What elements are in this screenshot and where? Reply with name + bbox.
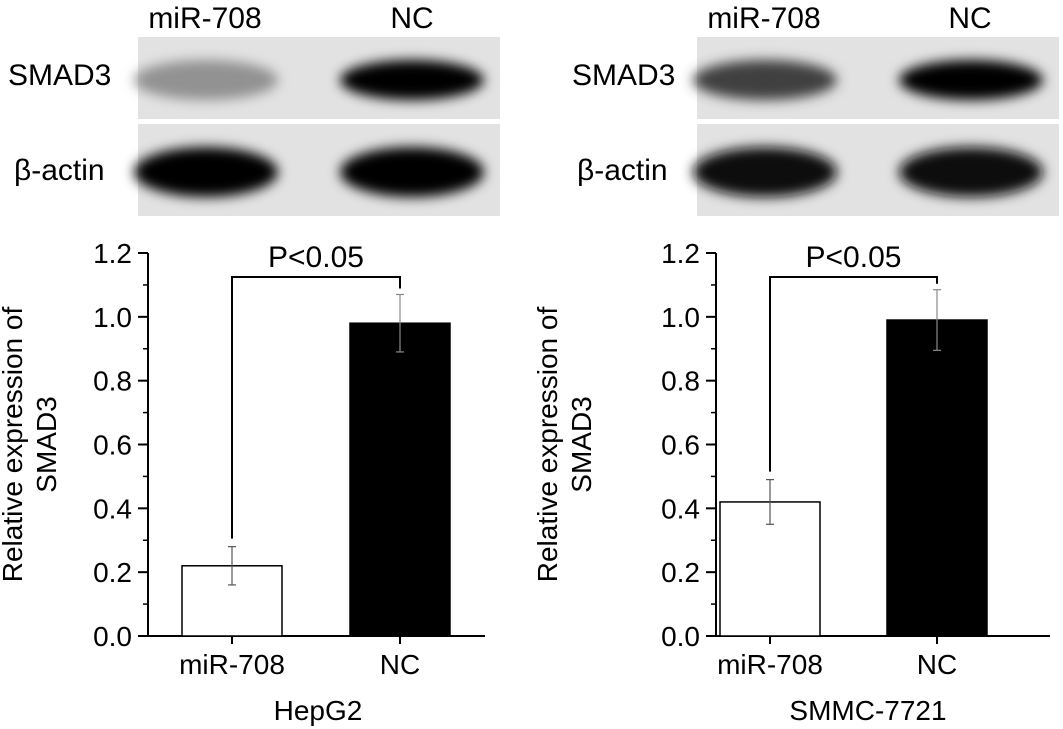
chart-smmc7721-x-axis-title: SMMC-7721 bbox=[789, 695, 946, 726]
blot-right-row-label-1: β-actin bbox=[577, 154, 668, 187]
chart-smmc7721-ytick-label-4: 0.8 bbox=[661, 366, 700, 397]
chart-smmc7721-y-axis-title: Relative expression of SMAD3 bbox=[532, 307, 597, 583]
chart-smmc7721-ytick-label-0: 0.0 bbox=[661, 621, 700, 652]
chart-smmc7721-ytick-label-3: 0.6 bbox=[661, 430, 700, 461]
blot-left-row-label-0: SMAD3 bbox=[8, 59, 111, 92]
blot-right-band-row0-lane1 bbox=[899, 60, 1043, 100]
chart-hepg2-category-label-1: NC bbox=[380, 649, 420, 680]
chart-hepg2-errorbar-0 bbox=[228, 546, 236, 586]
blot-left-lane-label-1: NC bbox=[390, 2, 433, 35]
chart-smmc7721-errorbar-1 bbox=[933, 289, 941, 351]
blot-right-band-row1-lane0 bbox=[693, 147, 837, 197]
blot-left-band-row0-lane0 bbox=[134, 60, 278, 100]
blot-right-lane-label-0: miR-708 bbox=[707, 2, 820, 35]
chart-hepg2-x-axis-title: HepG2 bbox=[274, 695, 363, 726]
blot-left-lane-label-0: miR-708 bbox=[148, 2, 261, 35]
chart-smmc7721-bar-1 bbox=[886, 319, 988, 637]
chart-hepg2-errorbar-1 bbox=[396, 293, 404, 353]
blot-right: miR-708 NC SMAD3 β-actin bbox=[572, 2, 1059, 216]
blot-left: miR-708 NC SMAD3 β-actin bbox=[8, 2, 500, 216]
bar-chart-hepg2: 0.0 0.2 0.4 0.6 0.8 1.0 1.2 miR-708 NC P<0.05 HepG… bbox=[0, 238, 485, 726]
blot-left-row-label-1: β-actin bbox=[14, 154, 105, 187]
chart-smmc7721-ytick-label-5: 1.0 bbox=[661, 302, 700, 333]
chart-hepg2-ytick-label-2: 0.4 bbox=[93, 493, 132, 524]
chart-smmc7721-errorbar-0 bbox=[766, 479, 774, 525]
chart-hepg2-ytick-label-1: 0.2 bbox=[93, 557, 132, 588]
blot-right-row-label-0: SMAD3 bbox=[572, 59, 675, 92]
chart-smmc7721-category-label-1: NC bbox=[917, 649, 957, 680]
chart-hepg2-significance-label: P<0.05 bbox=[268, 241, 364, 274]
chart-hepg2-ytick-label-5: 1.0 bbox=[93, 302, 132, 333]
chart-hepg2-category-label-0: miR-708 bbox=[179, 649, 285, 680]
chart-hepg2-ytick-label-4: 0.8 bbox=[93, 366, 132, 397]
blot-right-band-row0-lane0 bbox=[693, 60, 837, 100]
chart-smmc7721-significance-bracket bbox=[769, 276, 938, 472]
bar-chart-smmc7721: 0.0 0.2 0.4 0.6 0.8 1.0 1.2 miR-708 NC P<0.05 SMMC… bbox=[532, 238, 1050, 726]
blot-left-band-row0-lane1 bbox=[340, 60, 484, 100]
blot-right-band-row1-lane1 bbox=[899, 147, 1043, 197]
chart-smmc7721-category-label-0: miR-708 bbox=[717, 649, 823, 680]
blot-right-lane-label-1: NC bbox=[948, 2, 991, 35]
chart-hepg2-ytick-label-3: 0.6 bbox=[93, 430, 132, 461]
chart-hepg2-y-axis-title: Relative expression of SMAD3 bbox=[0, 307, 62, 583]
chart-smmc7721-ytick-label-6: 1.2 bbox=[661, 238, 700, 269]
blot-left-band-row1-lane0 bbox=[134, 147, 278, 197]
blot-left-band-row1-lane1 bbox=[340, 147, 484, 197]
chart-smmc7721-ytick-label-2: 0.4 bbox=[661, 493, 700, 524]
chart-hepg2-bar-1 bbox=[349, 322, 451, 637]
chart-hepg2-significance-bracket bbox=[231, 276, 401, 539]
chart-smmc7721-ytick-label-1: 0.2 bbox=[661, 557, 700, 588]
chart-smmc7721-significance-label: P<0.05 bbox=[806, 241, 902, 274]
chart-hepg2-ytick-label-6: 1.2 bbox=[93, 238, 132, 269]
chart-hepg2-ytick-label-0: 0.0 bbox=[93, 621, 132, 652]
